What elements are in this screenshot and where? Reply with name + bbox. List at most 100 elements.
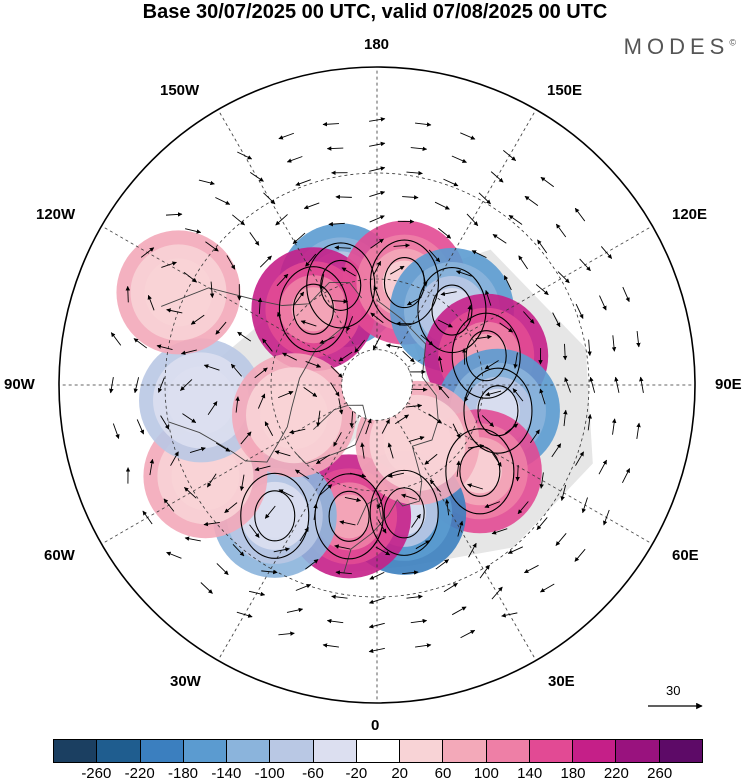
- colorbar-tick-label: 180: [560, 765, 586, 782]
- wind-vector: [125, 285, 131, 303]
- lon-label-90e: 90E: [715, 376, 742, 393]
- wind-vector: [140, 247, 155, 258]
- wind-vector: [435, 559, 450, 570]
- wind-vector: [484, 289, 492, 306]
- wind-vector: [611, 418, 617, 435]
- wind-vector: [262, 338, 273, 352]
- wind-vector: [523, 311, 535, 324]
- wind-vector: [237, 331, 252, 342]
- wind-vector: [410, 618, 428, 624]
- height-contour: [369, 239, 439, 326]
- wind-vector: [278, 489, 294, 498]
- colorbar-swatch: [616, 740, 660, 762]
- wind-vector: [415, 122, 432, 127]
- wind-vector: [455, 270, 472, 277]
- wind-vector: [326, 146, 344, 151]
- wind-vector: [369, 215, 385, 223]
- wind-vector: [464, 387, 473, 403]
- colorbar-tick-label: -100: [254, 765, 285, 782]
- wind-vector: [331, 594, 348, 600]
- wind-vector: [408, 436, 425, 443]
- wind-vector: [614, 376, 620, 393]
- lon-label-180: 180: [364, 36, 390, 53]
- wind-vector: [156, 344, 173, 350]
- colorbar-tick-label: -260: [81, 765, 112, 782]
- wind-vector: [636, 330, 641, 348]
- wind-vector: [295, 179, 311, 186]
- wind-vector: [456, 460, 461, 477]
- wind-vector: [492, 453, 502, 467]
- wind-vector: [133, 338, 148, 349]
- wind-vector: [475, 334, 492, 340]
- wind-vector: [110, 332, 122, 346]
- wind-vector: [203, 364, 220, 371]
- wind-vector: [555, 533, 567, 546]
- height-contour: [431, 284, 473, 336]
- wind-vector: [278, 132, 295, 140]
- colorbar-swatch: [486, 740, 530, 762]
- wind-vector: [410, 146, 428, 152]
- wind-vector: [402, 350, 415, 363]
- colorbar-swatch: [573, 740, 617, 762]
- wind-vector: [387, 472, 405, 478]
- wind-vector: [338, 398, 344, 415]
- height-contour: [314, 473, 384, 560]
- wind-vector: [611, 335, 617, 352]
- wind-vector: [295, 583, 312, 591]
- wind-vector: [230, 363, 242, 377]
- latitude-circle: [270, 278, 484, 492]
- meridian-line: [394, 109, 537, 355]
- wind-vector: [504, 423, 519, 434]
- wind-vector: [490, 171, 504, 183]
- wind-vector: [429, 479, 441, 493]
- colorbar-swatch: [400, 740, 444, 762]
- wind-vector: [437, 319, 453, 328]
- wind-vector: [133, 377, 140, 394]
- wind-vector: [163, 498, 175, 512]
- colorbar-swatch: [313, 740, 357, 762]
- wind-vector: [406, 296, 422, 306]
- wind-vector: [406, 594, 423, 600]
- wind-vector: [198, 179, 215, 186]
- colorbar-tick-label: 260: [647, 765, 673, 782]
- anomaly-contour: [383, 408, 452, 477]
- wind-vector: [598, 459, 607, 475]
- wind-vector: [484, 501, 501, 508]
- wind-vector: [299, 527, 309, 542]
- wind-vector: [239, 474, 245, 491]
- height-contour: [383, 487, 425, 539]
- lon-label-120e: 120E: [672, 206, 708, 223]
- height-contour: [445, 428, 515, 515]
- wind-vector: [305, 361, 322, 368]
- wind-vector: [587, 339, 592, 356]
- wind-vector: [574, 548, 586, 562]
- wind-vector: [471, 250, 487, 259]
- reference-vector-label: 30: [666, 683, 681, 698]
- colorbar-tick-label: -20: [345, 765, 368, 782]
- wind-vector: [278, 391, 294, 399]
- wind-vector: [185, 228, 202, 234]
- lon-label-30e: 30E: [548, 673, 575, 690]
- wind-vector: [622, 286, 630, 303]
- wind-vector: [451, 606, 467, 616]
- colorbar-tick-label: -220: [124, 765, 155, 782]
- wind-vector: [420, 334, 434, 346]
- wind-vector: [273, 547, 290, 553]
- wind-vector: [369, 571, 385, 580]
- wind-vector: [147, 294, 155, 311]
- height-contour: [328, 490, 370, 542]
- wind-vector: [540, 583, 555, 593]
- wind-vector: [240, 431, 252, 445]
- wind-vector: [330, 382, 340, 397]
- wind-vector: [508, 214, 523, 225]
- wind-vector: [224, 502, 238, 514]
- wind-vector: [322, 122, 339, 127]
- wind-vector: [530, 429, 540, 444]
- wind-vector: [507, 546, 524, 554]
- wind-vector: [377, 519, 387, 534]
- wind-vector: [249, 232, 260, 246]
- anomaly-contour: [179, 378, 224, 423]
- wind-vector: [589, 376, 596, 393]
- wind-vector: [248, 590, 266, 597]
- wind-vector: [344, 496, 362, 503]
